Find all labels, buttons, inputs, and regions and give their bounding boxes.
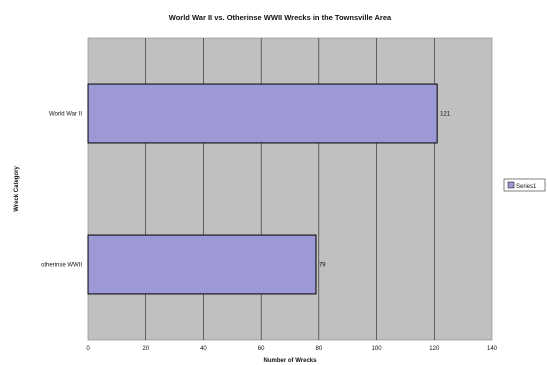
x-tick-label: 60 — [258, 346, 265, 352]
category-label: otherinse WWII — [41, 263, 82, 269]
x-tick-label: 20 — [142, 346, 149, 352]
x-tick-label: 80 — [316, 346, 323, 352]
data-label: 121 — [440, 112, 451, 118]
chart-title: World War II vs. Otherinse WWII Wrecks i… — [169, 13, 392, 22]
legend-swatch — [507, 181, 515, 189]
x-tick-label: 100 — [372, 346, 383, 352]
legend: Series1 — [503, 178, 546, 192]
category-labels: World War II otherinse WWII — [41, 112, 82, 269]
x-tick-label: 0 — [86, 346, 90, 352]
legend-label: Series1 — [516, 184, 537, 190]
bars — [87, 83, 438, 295]
bar — [87, 83, 438, 144]
x-axis-title: Number of Wrecks — [264, 358, 318, 364]
bar — [87, 234, 317, 295]
data-labels: 121 79 — [319, 112, 451, 269]
x-tick-label: 40 — [200, 346, 207, 352]
x-tick-labels: 0 20 40 60 80 100 120 140 — [86, 346, 497, 352]
plot-area — [87, 37, 493, 341]
category-label: World War II — [49, 112, 82, 118]
y-axis-title: Wreck Category — [14, 166, 20, 212]
x-tick-label: 120 — [429, 346, 440, 352]
x-tick-label: 140 — [487, 346, 498, 352]
data-label: 79 — [319, 263, 326, 269]
